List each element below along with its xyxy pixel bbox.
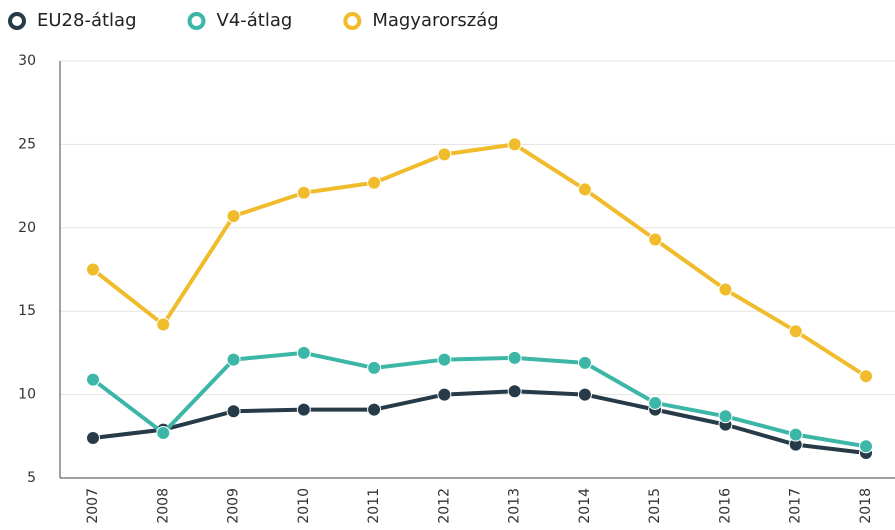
series-line	[91, 142, 868, 378]
x-tick-label: 2012	[436, 488, 452, 524]
data-point	[788, 427, 803, 442]
y-tick-label: 30	[18, 53, 36, 69]
data-point	[86, 430, 100, 445]
data-point	[437, 352, 452, 367]
y-tick-label: 20	[18, 220, 36, 236]
y-tick-label: 15	[18, 303, 36, 319]
x-tick-label: 2007	[85, 488, 101, 524]
y-tick-label: 10	[18, 387, 36, 403]
data-point	[577, 182, 592, 197]
series-line	[92, 389, 867, 455]
data-point	[367, 360, 382, 375]
data-point	[226, 209, 241, 224]
data-point	[296, 345, 311, 360]
y-tick-label: 5	[27, 470, 36, 486]
data-point	[507, 384, 522, 399]
legend-marker	[187, 12, 206, 30]
x-tick-label: 2015	[647, 488, 663, 524]
x-tick-label: 2013	[507, 488, 523, 524]
legend-item: Magyarország	[343, 10, 499, 31]
x-tick-label: 2018	[858, 488, 874, 524]
data-point	[226, 352, 241, 367]
y-tick-label: 25	[18, 136, 36, 152]
data-point	[718, 409, 733, 424]
data-point	[156, 317, 171, 332]
data-point	[437, 387, 452, 402]
data-point	[367, 402, 382, 417]
x-tick-label: 2009	[226, 488, 242, 524]
x-tick-label: 2017	[788, 488, 804, 524]
legend-item: EU28-átlag	[8, 10, 137, 31]
legend-item: V4-átlag	[187, 10, 293, 31]
legend-text: EU28-átlag	[37, 10, 137, 31]
x-tick-label: 2008	[155, 488, 171, 524]
data-point	[437, 147, 452, 162]
legend-text: Magyarország	[372, 10, 498, 31]
data-point	[577, 387, 592, 402]
data-point	[577, 355, 592, 370]
data-point	[507, 137, 522, 152]
x-tick-label: 2014	[577, 488, 593, 524]
data-point	[226, 404, 241, 419]
data-point	[648, 232, 663, 247]
data-point	[296, 402, 311, 417]
data-point	[156, 425, 171, 440]
data-point	[859, 369, 873, 384]
data-point	[86, 372, 100, 387]
data-point	[648, 395, 663, 410]
data-point	[788, 324, 803, 339]
legend-marker	[8, 12, 26, 30]
legend-marker	[343, 12, 362, 30]
legend-text: V4-átlag	[217, 10, 293, 31]
data-point	[507, 350, 522, 365]
data-point	[86, 262, 100, 277]
x-tick-label: 2010	[296, 488, 312, 524]
data-point	[718, 282, 733, 297]
x-tick-label: 2016	[717, 488, 733, 524]
data-point	[367, 175, 382, 190]
series-line	[91, 350, 867, 449]
data-point	[296, 185, 311, 200]
data-point	[859, 439, 873, 454]
x-tick-label: 2011	[366, 488, 382, 524]
